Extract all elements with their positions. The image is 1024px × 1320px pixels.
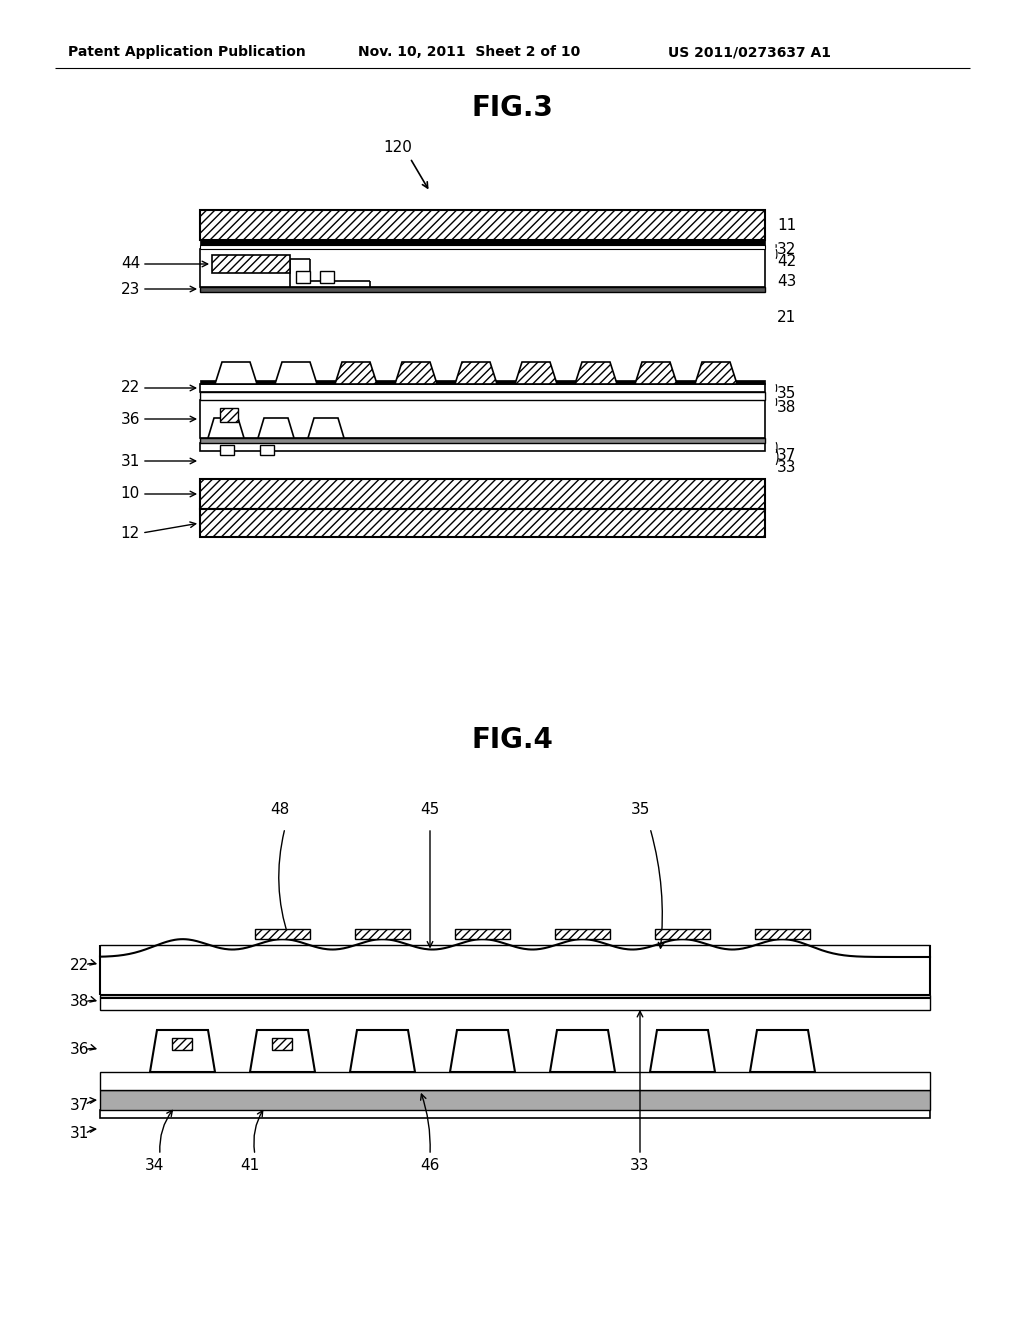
Text: 35: 35: [777, 387, 797, 401]
Polygon shape: [550, 1030, 615, 1072]
Text: 35: 35: [631, 803, 649, 817]
Polygon shape: [455, 362, 497, 384]
Text: 48: 48: [270, 803, 290, 817]
Text: 36: 36: [70, 1043, 89, 1057]
Polygon shape: [350, 1030, 415, 1072]
Bar: [200, 380, 765, 384]
Polygon shape: [215, 362, 257, 384]
Polygon shape: [258, 418, 294, 438]
Bar: [100, 995, 930, 1010]
Text: 32: 32: [777, 243, 797, 257]
Bar: [555, 929, 610, 939]
Bar: [220, 445, 234, 455]
Text: 38: 38: [777, 400, 797, 416]
Text: 38: 38: [70, 994, 89, 1010]
Bar: [355, 929, 410, 939]
Text: 36: 36: [121, 412, 140, 426]
Bar: [200, 249, 765, 286]
Polygon shape: [150, 1030, 215, 1072]
Text: 10: 10: [121, 487, 140, 502]
Text: 33: 33: [630, 1158, 650, 1172]
Bar: [100, 1090, 930, 1110]
Polygon shape: [308, 418, 344, 438]
Polygon shape: [695, 362, 737, 384]
Bar: [100, 1110, 930, 1118]
Text: 11: 11: [777, 218, 797, 232]
Bar: [200, 438, 765, 444]
Polygon shape: [395, 362, 437, 384]
Bar: [200, 510, 765, 537]
Bar: [100, 1072, 930, 1090]
Text: 34: 34: [145, 1158, 165, 1172]
Bar: [200, 479, 765, 510]
Bar: [200, 240, 765, 246]
Bar: [655, 929, 710, 939]
Polygon shape: [250, 1030, 315, 1072]
Bar: [260, 445, 274, 455]
Text: 31: 31: [70, 1126, 89, 1142]
Bar: [255, 929, 310, 939]
Bar: [296, 271, 310, 282]
Text: 37: 37: [70, 1097, 89, 1113]
Text: 31: 31: [121, 454, 140, 469]
Bar: [220, 408, 238, 422]
Text: 21: 21: [777, 309, 797, 325]
Polygon shape: [750, 1030, 815, 1072]
Text: FIG.3: FIG.3: [471, 94, 553, 121]
Bar: [755, 929, 810, 939]
Bar: [455, 929, 510, 939]
Polygon shape: [515, 362, 557, 384]
Bar: [200, 384, 765, 392]
Text: 120: 120: [384, 140, 413, 156]
Bar: [319, 271, 334, 282]
Text: 12: 12: [121, 525, 140, 540]
Text: Patent Application Publication: Patent Application Publication: [68, 45, 306, 59]
Text: 44: 44: [121, 256, 140, 272]
Bar: [200, 210, 765, 240]
Polygon shape: [650, 1030, 715, 1072]
Text: 23: 23: [121, 281, 140, 297]
Bar: [212, 255, 290, 273]
Text: 41: 41: [241, 1158, 260, 1172]
Bar: [200, 392, 765, 400]
Text: 33: 33: [777, 459, 797, 474]
Bar: [272, 1038, 292, 1049]
Text: US 2011/0273637 A1: US 2011/0273637 A1: [668, 45, 831, 59]
Text: 37: 37: [777, 447, 797, 462]
Polygon shape: [450, 1030, 515, 1072]
Bar: [200, 286, 765, 292]
Bar: [172, 1038, 193, 1049]
Text: FIG.4: FIG.4: [471, 726, 553, 754]
Polygon shape: [575, 362, 617, 384]
Bar: [200, 246, 765, 249]
Text: 43: 43: [777, 273, 797, 289]
Text: 22: 22: [121, 380, 140, 396]
Text: 45: 45: [421, 803, 439, 817]
Polygon shape: [635, 362, 677, 384]
Bar: [200, 444, 765, 451]
Text: 22: 22: [70, 957, 89, 973]
Text: 42: 42: [777, 253, 797, 268]
Polygon shape: [208, 418, 244, 438]
Polygon shape: [335, 362, 377, 384]
Text: 46: 46: [420, 1158, 439, 1172]
Text: Nov. 10, 2011  Sheet 2 of 10: Nov. 10, 2011 Sheet 2 of 10: [358, 45, 581, 59]
Bar: [200, 400, 765, 438]
Polygon shape: [275, 362, 317, 384]
